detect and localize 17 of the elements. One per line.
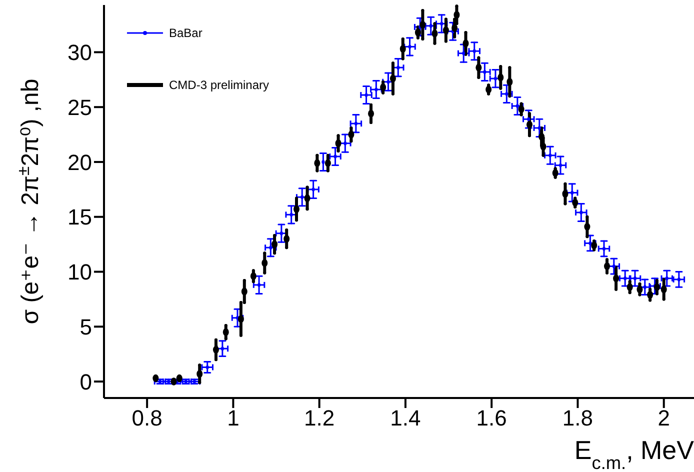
x-tick-label: 1.8 (562, 406, 594, 431)
x-tick-label: 1.4 (390, 406, 421, 431)
x-tick-label: 1.2 (304, 406, 335, 431)
x-tick-label: 0.8 (132, 406, 162, 431)
x-tick-label: 1 (227, 406, 240, 431)
y-tick-label: 0 (80, 369, 92, 394)
y-tick-label: 25 (68, 94, 92, 120)
y-tick-label: 10 (68, 260, 92, 285)
y-tick-label: 20 (68, 150, 92, 175)
legend-label: CMD-3 preliminary (169, 78, 270, 92)
legend-label: BaBar (169, 26, 202, 40)
y-tick-label: 15 (68, 204, 92, 230)
x-tick-label: 2 (658, 406, 670, 431)
y-tick-label: 30 (68, 40, 92, 66)
x-tick-label: 1.6 (476, 406, 507, 431)
x-axis-title: E$_{c.m.}$, MeV (574, 435, 694, 472)
y-tick-label: 5 (80, 314, 92, 340)
